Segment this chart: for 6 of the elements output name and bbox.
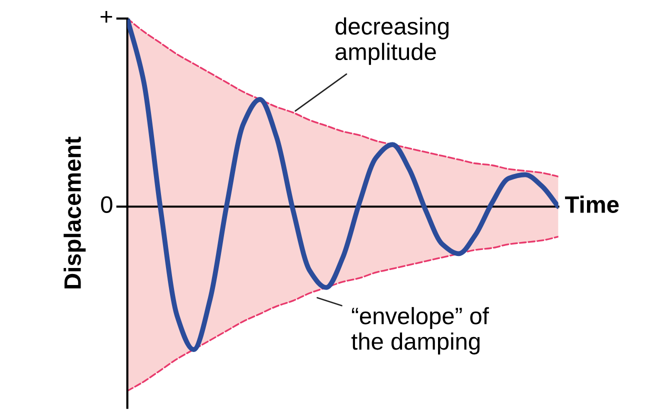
- text: 0: [101, 196, 112, 213]
- y-axis-title: Displacement: [64, 136, 86, 288]
- annotation: “envelope” of the damping: [351, 307, 489, 354]
- annotation: decreasing amplitude: [336, 17, 449, 65]
- text: +: [100, 11, 112, 23]
- x-axis-title: Time: [565, 196, 619, 213]
